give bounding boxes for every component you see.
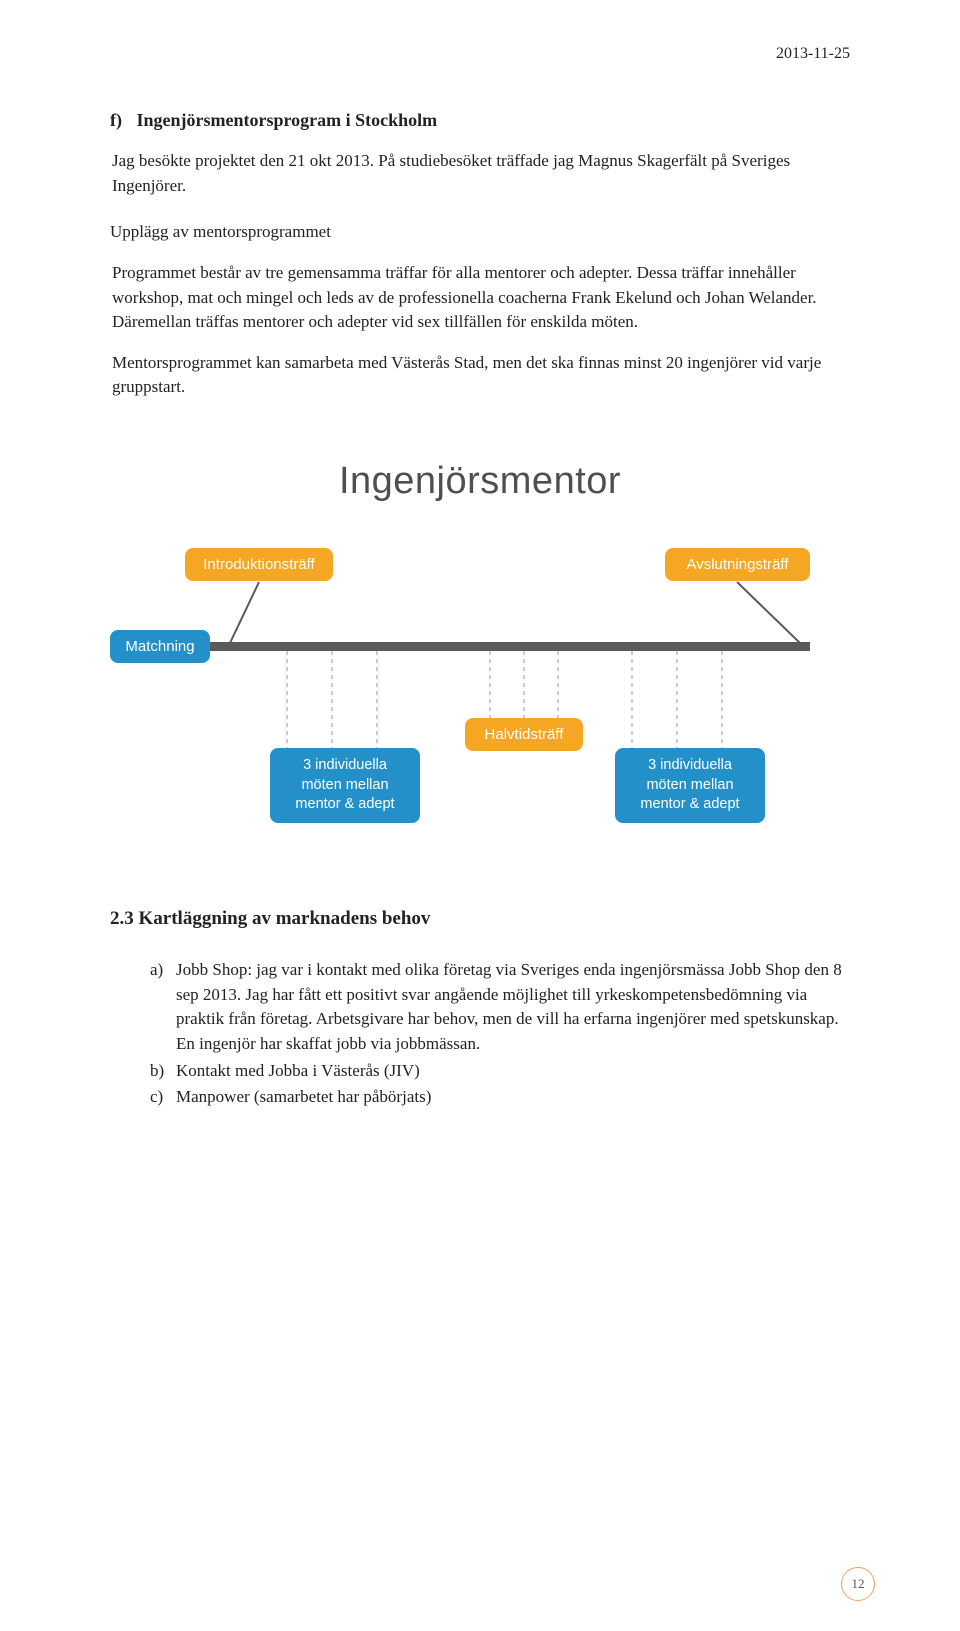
section-f-title-text: Ingenjörsmentorsprogram i Stockholm xyxy=(137,110,438,130)
node-matchning: Matchning xyxy=(110,630,210,663)
document-date: 2013-11-25 xyxy=(776,45,850,63)
page-number: 12 xyxy=(841,1567,875,1601)
section-f-p1: Jag besökte projektet den 21 okt 2013. P… xyxy=(112,149,850,198)
section-f-p3: Mentorsprogrammet kan samarbeta med Väst… xyxy=(112,351,850,400)
mentor-diagram: Ingenjörsmentor Introduktionsträff Avslut… xyxy=(110,460,850,848)
section-23: 2.3 Kartläggning av marknadens behov a)J… xyxy=(110,908,850,1110)
node-halvtid: Halvtidsträff xyxy=(465,718,583,751)
list-item: a)Jobb Shop: jag var i kontakt med olika… xyxy=(150,958,850,1057)
diagram-title: Ingenjörsmentor xyxy=(110,460,850,503)
node-avslut: Avslutningsträff xyxy=(665,548,810,581)
section-23-list: a)Jobb Shop: jag var i kontakt med olika… xyxy=(150,958,850,1110)
node-box2: 3 individuellamöten mellanmentor & adept xyxy=(615,748,765,823)
section-23-heading: 2.3 Kartläggning av marknadens behov xyxy=(110,908,850,930)
section-f-p2: Programmet består av tre gemensamma träf… xyxy=(112,261,850,335)
section-f-subhead: Upplägg av mentorsprogrammet xyxy=(110,220,850,245)
node-box1: 3 individuellamöten mellanmentor & adept xyxy=(270,748,420,823)
list-item: c)Manpower (samarbetet har påbörjats) xyxy=(150,1085,850,1110)
list-text: Jobb Shop: jag var i kontakt med olika f… xyxy=(176,958,850,1057)
list-marker: c) xyxy=(150,1085,176,1110)
diagram-area: Introduktionsträff Avslutningsträff Matchn… xyxy=(110,548,850,848)
section-f-marker: f) xyxy=(110,110,132,131)
section-f-title: f) Ingenjörsmentorsprogram i Stockholm xyxy=(110,110,850,131)
list-text: Manpower (samarbetet har påbörjats) xyxy=(176,1085,850,1110)
timeline-bar xyxy=(210,642,810,651)
list-item: b)Kontakt med Jobba i Västerås (JIV) xyxy=(150,1059,850,1084)
list-marker: a) xyxy=(150,958,176,1057)
node-intro: Introduktionsträff xyxy=(185,548,333,581)
list-marker: b) xyxy=(150,1059,176,1084)
list-text: Kontakt med Jobba i Västerås (JIV) xyxy=(176,1059,850,1084)
section-f: f) Ingenjörsmentorsprogram i Stockholm J… xyxy=(110,110,850,400)
